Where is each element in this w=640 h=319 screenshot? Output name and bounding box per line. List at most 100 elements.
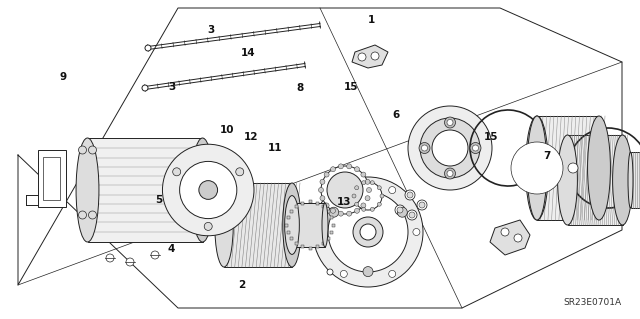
Text: 15: 15	[344, 82, 358, 92]
Polygon shape	[630, 152, 640, 208]
Text: 6: 6	[392, 110, 399, 120]
Polygon shape	[285, 224, 289, 226]
Circle shape	[316, 228, 323, 235]
Polygon shape	[290, 237, 293, 240]
Polygon shape	[568, 135, 623, 225]
Text: 7: 7	[543, 151, 551, 161]
Circle shape	[422, 145, 428, 151]
Text: 11: 11	[268, 143, 282, 153]
Text: 3: 3	[168, 82, 175, 92]
Circle shape	[151, 251, 159, 259]
Circle shape	[409, 212, 415, 218]
Circle shape	[501, 228, 509, 236]
Ellipse shape	[588, 116, 611, 220]
Circle shape	[378, 202, 381, 206]
Circle shape	[447, 170, 453, 176]
Circle shape	[365, 179, 370, 184]
Polygon shape	[295, 242, 298, 245]
Polygon shape	[332, 224, 335, 226]
Circle shape	[340, 271, 348, 278]
Circle shape	[380, 194, 384, 198]
Circle shape	[419, 202, 425, 208]
Circle shape	[236, 168, 244, 176]
Ellipse shape	[322, 203, 328, 247]
Circle shape	[408, 106, 492, 190]
Polygon shape	[490, 220, 530, 255]
Text: 4: 4	[168, 244, 175, 255]
Circle shape	[362, 207, 365, 211]
Circle shape	[347, 164, 351, 169]
Circle shape	[355, 202, 358, 206]
Circle shape	[397, 207, 407, 217]
Circle shape	[447, 120, 453, 125]
Circle shape	[395, 205, 405, 215]
Ellipse shape	[628, 152, 633, 208]
Circle shape	[371, 181, 374, 185]
Circle shape	[340, 187, 348, 194]
Ellipse shape	[527, 116, 547, 220]
Text: 2: 2	[238, 279, 246, 290]
Text: 13: 13	[337, 197, 351, 207]
Circle shape	[445, 168, 456, 179]
Polygon shape	[352, 45, 388, 68]
Circle shape	[417, 200, 427, 210]
Circle shape	[320, 196, 325, 201]
Circle shape	[354, 182, 382, 210]
Circle shape	[514, 234, 522, 242]
Circle shape	[88, 211, 97, 219]
Polygon shape	[330, 216, 333, 219]
Circle shape	[568, 163, 578, 173]
Circle shape	[432, 130, 468, 166]
Circle shape	[328, 192, 408, 272]
Circle shape	[106, 254, 114, 262]
Circle shape	[330, 208, 335, 213]
Circle shape	[330, 167, 335, 172]
Circle shape	[329, 207, 339, 217]
Circle shape	[199, 181, 218, 199]
Ellipse shape	[215, 183, 233, 267]
Circle shape	[365, 196, 370, 201]
Circle shape	[353, 217, 383, 247]
Text: 14: 14	[241, 48, 255, 58]
Circle shape	[407, 192, 413, 198]
Circle shape	[363, 267, 373, 277]
Text: 5: 5	[155, 195, 163, 205]
Ellipse shape	[76, 138, 99, 242]
Polygon shape	[537, 116, 599, 220]
Polygon shape	[316, 202, 319, 204]
Circle shape	[320, 179, 325, 184]
Circle shape	[371, 52, 379, 60]
Circle shape	[367, 188, 371, 192]
Circle shape	[163, 144, 254, 236]
Polygon shape	[295, 203, 325, 247]
Polygon shape	[322, 205, 325, 208]
Polygon shape	[327, 237, 330, 240]
Circle shape	[145, 45, 151, 51]
Polygon shape	[316, 245, 319, 249]
Circle shape	[355, 186, 358, 190]
Circle shape	[362, 181, 365, 185]
Circle shape	[339, 211, 343, 216]
Circle shape	[324, 172, 329, 177]
Polygon shape	[43, 157, 60, 200]
Polygon shape	[322, 242, 325, 245]
Circle shape	[339, 164, 343, 169]
Text: 15: 15	[484, 131, 499, 142]
Polygon shape	[327, 210, 330, 213]
Circle shape	[319, 188, 323, 192]
Circle shape	[511, 142, 563, 194]
Circle shape	[470, 143, 481, 153]
Circle shape	[358, 53, 366, 61]
Ellipse shape	[283, 183, 301, 267]
Polygon shape	[308, 247, 312, 249]
Circle shape	[79, 146, 86, 154]
Circle shape	[420, 118, 480, 178]
Circle shape	[324, 203, 329, 208]
Circle shape	[472, 145, 479, 151]
Text: SR23E0701A: SR23E0701A	[564, 298, 622, 307]
Circle shape	[347, 211, 351, 216]
Polygon shape	[301, 245, 305, 249]
Circle shape	[397, 207, 403, 213]
Circle shape	[445, 117, 456, 128]
Polygon shape	[287, 231, 289, 234]
